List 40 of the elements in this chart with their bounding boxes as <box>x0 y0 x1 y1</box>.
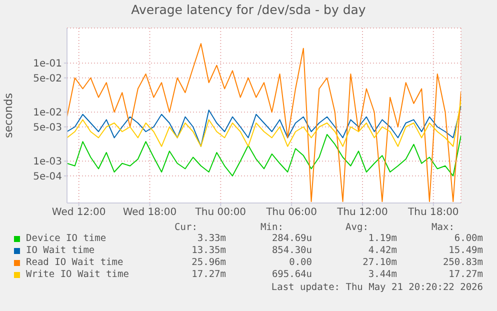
text: 854.30u <box>270 245 312 256</box>
text: 1.19m <box>367 233 397 244</box>
y-tick-label: 1e-02 <box>33 108 62 119</box>
y-axis-title: seconds <box>2 92 15 138</box>
x-tick-label: Thu 12:00 <box>336 207 388 218</box>
legend-label: Device IO time <box>26 233 106 244</box>
text: Last update: Thu May 21 20:20:22 2026 <box>270 282 483 293</box>
text: 284.69u <box>270 233 312 244</box>
y-tick-label: 5e-03 <box>33 122 62 134</box>
text: 27.10m <box>362 257 397 268</box>
text: 25.96m <box>190 257 226 268</box>
text: 6.00m <box>453 233 483 244</box>
y-tick-label: 5e-02 <box>33 73 62 84</box>
legend-label: Read IO Wait time <box>26 257 124 268</box>
text: 3.44m <box>367 269 397 280</box>
line-series <box>67 134 461 176</box>
text: Max: <box>430 222 455 233</box>
text: Min: <box>260 222 284 233</box>
y-tick-label: 1e-01 <box>33 58 62 70</box>
chart-title: Average latency for /dev/sda - by day <box>130 2 367 17</box>
text: Avg: <box>344 222 370 233</box>
x-tick-label: Thu 06:00 <box>265 207 317 218</box>
text: 250.83m <box>442 257 483 268</box>
x-tick-label: Wed 18:00 <box>122 207 177 218</box>
text: 17.27m <box>448 269 483 280</box>
legend-label: IO Wait time <box>26 245 95 256</box>
text: 695.64u <box>270 269 312 280</box>
text: 3.33m <box>196 233 226 244</box>
text: 15.49m <box>448 245 483 256</box>
x-tick-label: Thu 18:00 <box>407 207 459 218</box>
x-tick-label: Thu 00:00 <box>194 207 246 218</box>
x-tick-label: Wed 12:00 <box>52 207 106 218</box>
text: 4.42m <box>367 245 397 256</box>
text: 0.00 <box>288 257 312 268</box>
text: 17.27m <box>190 269 226 280</box>
y-tick-label: 1e-03 <box>33 156 62 168</box>
y-tick-label: 5e-04 <box>33 171 62 182</box>
text: Cur: <box>174 222 198 233</box>
legend-label: Write IO Wait time <box>26 269 129 280</box>
text: 13.35m <box>190 245 226 256</box>
